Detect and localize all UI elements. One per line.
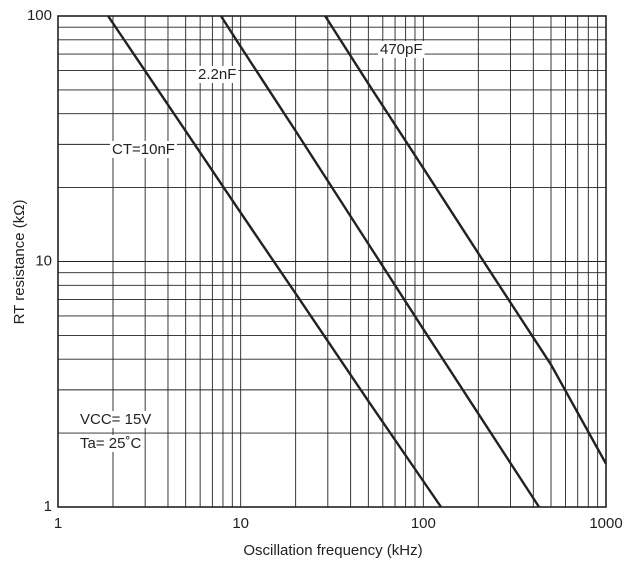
y-tick-label: 10 xyxy=(35,252,52,269)
y-tick-label: 1 xyxy=(44,498,52,515)
label-background xyxy=(78,410,154,428)
series-label: 2.2nF xyxy=(198,66,236,83)
series-line xyxy=(107,15,443,508)
label-background xyxy=(78,434,144,452)
y-tick-label: 100 xyxy=(27,7,52,24)
x-axis-label: Oscillation frequency (kHz) xyxy=(243,542,422,559)
annotation: Ta= 25˚C xyxy=(80,435,141,452)
x-tick-label: 100 xyxy=(411,515,436,532)
y-axis-label: RT resistance (kΩ) xyxy=(11,200,28,325)
series-line xyxy=(219,15,541,508)
label-background xyxy=(196,65,239,83)
annotation: VCC= 15V xyxy=(80,411,151,428)
plot-frame xyxy=(57,15,607,508)
label-background xyxy=(110,140,177,158)
series-line xyxy=(324,15,608,465)
x-tick-label: 1 xyxy=(54,515,62,532)
series-label: 470pF xyxy=(380,41,423,58)
x-tick-label: 1000 xyxy=(589,515,622,532)
x-tick-label: 10 xyxy=(232,515,249,532)
series-label: CT=10nF xyxy=(112,141,175,158)
label-background xyxy=(378,40,425,58)
